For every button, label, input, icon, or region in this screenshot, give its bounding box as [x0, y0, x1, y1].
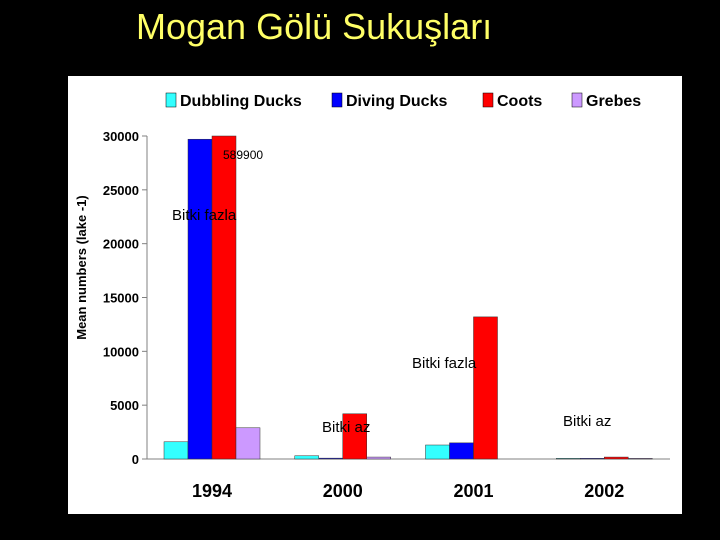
legend-swatch-diving-ducks [331, 92, 343, 108]
legend-swatch-dubbling-ducks [165, 92, 177, 108]
bar-dubbling-ducks-2001 [425, 444, 450, 460]
y-tick-label-30000: 30000 [103, 129, 139, 144]
y-tick-label-25000: 25000 [103, 183, 139, 198]
bar-diving-ducks-2002 [580, 458, 605, 460]
y-tick-label-15000: 15000 [103, 291, 139, 306]
annotation-bitki-fazla-1994: Bitki fazla [172, 207, 237, 224]
chart-annotations: 589900 [223, 148, 263, 162]
y-tick-label-0: 0 [132, 452, 139, 467]
bar-grebes-1994 [235, 427, 261, 460]
slide-title: Mogan Gölü Sukuşları [136, 6, 493, 47]
legend-label-coots: Coots [497, 93, 542, 110]
y-tick-label-20000: 20000 [103, 237, 139, 252]
legend-swatch-grebes [571, 92, 583, 108]
bar-coots-2000 [342, 413, 367, 460]
bar-diving-ducks-2000 [318, 457, 343, 460]
y-tick-label-5000: 5000 [110, 398, 139, 413]
bar-dubbling-ducks-1994 [163, 441, 189, 460]
legend-label-diving-ducks: Diving Ducks [346, 93, 447, 110]
x-tick-label-2002: 2002 [584, 481, 624, 501]
bar-dubbling-ducks-2002 [556, 458, 581, 460]
x-tick-label-2000: 2000 [323, 481, 363, 501]
bar-grebes-2000 [366, 456, 391, 460]
legend-label-grebes: Grebes [586, 93, 641, 110]
y-tick-label-10000: 10000 [103, 344, 139, 359]
bar-diving-ducks-2001 [449, 442, 474, 460]
bar-grebes-2002 [628, 458, 653, 460]
x-tick-label-2001: 2001 [453, 481, 493, 501]
annotation-coots-1994-value: 589900 [223, 148, 263, 162]
bar-chart: Dubbling Ducks Diving Ducks Coots Grebes 0 5… [74, 92, 670, 501]
bar-coots-1994 [211, 135, 237, 460]
bar-diving-ducks-1994 [187, 138, 213, 460]
legend-label-dubbling-ducks: Dubbling Ducks [180, 93, 302, 110]
annotation-bitki-fazla-2001: Bitki fazla [412, 355, 477, 372]
bar-coots-2001 [473, 316, 498, 460]
bar-dubbling-ducks-2000 [294, 455, 319, 460]
x-tick-label-1994: 1994 [192, 481, 232, 501]
legend-swatch-coots [482, 92, 494, 108]
chart-panel: Dubbling Ducks Diving Ducks Coots Grebes 0 5… [68, 76, 682, 514]
y-axis-title: Mean numbers (lake -1) [74, 195, 89, 340]
chart-bars [163, 135, 653, 460]
annotation-bitki-az-2000: Bitki az [322, 419, 371, 436]
chart-legend: Dubbling Ducks Diving Ducks Coots Grebes [165, 92, 641, 110]
chart-axes: 0 5000 10000 15000 20000 25000 30000 Mean numbe… [74, 129, 670, 501]
annotation-bitki-az-2002: Bitki az [563, 413, 612, 430]
bar-coots-2002 [604, 456, 629, 460]
